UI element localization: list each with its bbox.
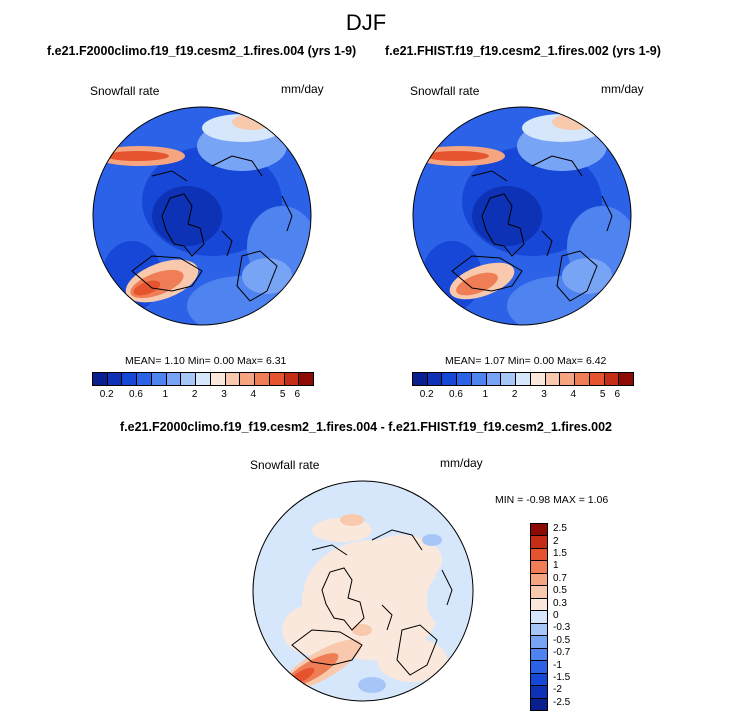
panel1-subtitle: f.e21.F2000climo.f19_f19.cesm2_1.fires.0… (47, 44, 357, 58)
colorbar-tick-label: 5 (599, 389, 606, 400)
panel2-stats: MEAN= 1.07 Min= 0.00 Max= 6.42 (445, 355, 607, 367)
colorbar-tick-label: 5 (279, 389, 286, 400)
colorbar-tick-label: 0.6 (449, 389, 463, 400)
colorbar-swatch (93, 373, 108, 385)
colorbar-tick-label: 0 (553, 610, 559, 621)
colorbar-tick-label: 2 (553, 535, 559, 547)
colorbar-swatch (531, 561, 547, 574)
colorbar-swatch (531, 648, 547, 662)
panel2-subtitle: f.e21.FHIST.f19_f19.cesm2_1.fires.002 (y… (385, 44, 661, 58)
colorbar-tick-label: 1 (162, 389, 169, 400)
colorbar-swatch (545, 373, 561, 385)
colorbar-swatch (604, 373, 620, 385)
colorbar-swatch (531, 586, 547, 599)
colorbar-swatch (619, 373, 634, 385)
colorbar-tick-label: -1.5 (553, 672, 571, 683)
panel2-variable-label: Snowfall rate (410, 84, 480, 98)
colorbar-swatch (107, 373, 123, 385)
colorbar-swatch (457, 373, 472, 385)
figure-title: DJF (345, 10, 387, 35)
colorbar-tick-label: 6 (614, 389, 621, 400)
colorbar-tick-label: 1.5 (553, 548, 567, 559)
colorbar-swatch (486, 373, 502, 385)
colorbar-swatch (501, 373, 517, 385)
colorbar-swatch (531, 686, 547, 699)
colorbar-tick-label: 1 (553, 560, 559, 572)
colorbar-swatch (284, 373, 300, 385)
colorbar-swatch (531, 536, 547, 549)
colorbar-swatch (196, 373, 211, 385)
panel3-units-label: mm/day (440, 456, 483, 470)
colorbar-swatch (531, 661, 547, 674)
panel1-units-label: mm/day (281, 82, 324, 96)
colorbar-swatch (181, 373, 197, 385)
panel1-stats: MEAN= 1.10 Min= 0.00 Max= 6.31 (125, 355, 287, 367)
colorbar-tick-label: 4 (250, 389, 257, 400)
panel3-stats: MIN = -0.98 MAX = 1.06 (495, 494, 609, 506)
colorbar-tick-label: -0.5 (553, 634, 571, 646)
colorbar-swatch (531, 611, 547, 624)
colorbar-swatch (413, 373, 428, 385)
colorbar-tick-label: 0.5 (553, 585, 567, 597)
colorbar-tick-label: 0.2 (99, 389, 114, 400)
colorbar-tick-label: 2 (511, 389, 518, 400)
colorbar-swatch (122, 373, 138, 385)
colorbar-tick-label: 0.3 (553, 597, 567, 609)
colorbar-tick-label: 2.5 (553, 523, 567, 535)
colorbar-swatch (531, 698, 547, 711)
colorbar-swatch (427, 373, 443, 385)
colorbar-swatch (151, 373, 167, 385)
colorbar-tick-label: 4 (570, 389, 577, 400)
panel3-polar-map (252, 480, 474, 702)
colorbar-swatch (269, 373, 285, 385)
colorbar-tick-label: 2 (191, 389, 198, 400)
colorbar-swatch (589, 373, 605, 385)
colorbar-swatch (531, 636, 547, 649)
panel2-units-label: mm/day (601, 82, 644, 96)
colorbar-swatch (299, 373, 314, 385)
colorbar-tick-label: -2 (553, 684, 562, 696)
colorbar-tick-label: 3 (221, 389, 227, 400)
colorbar-swatch (255, 373, 270, 385)
colorbar-tick-label: 0.7 (553, 572, 567, 584)
colorbar-swatch (531, 548, 547, 562)
colorbar-swatch (575, 373, 590, 385)
colorbar-tick-label: 3 (541, 389, 547, 400)
colorbar-swatch (210, 373, 226, 385)
panel3-variable-label: Snowfall rate (250, 458, 320, 472)
colorbar-swatch (166, 373, 182, 385)
panel3-subtitle: f.e21.F2000climo.f19_f19.cesm2_1.fires.0… (120, 420, 612, 434)
panel3-colorbar (530, 523, 548, 711)
colorbar-swatch (531, 524, 547, 537)
colorbar-tick-label: 0.6 (129, 389, 143, 400)
colorbar-swatch (531, 573, 547, 587)
colorbar-swatch (531, 623, 547, 637)
colorbar-swatch (240, 373, 256, 385)
colorbar-swatch (530, 373, 546, 385)
panel1-variable-label: Snowfall rate (90, 84, 160, 98)
panel2-colorbar (412, 372, 634, 386)
panel1-polar-map (92, 106, 312, 326)
colorbar-swatch (225, 373, 241, 385)
colorbar-tick-label: -2.5 (553, 696, 571, 708)
colorbar-tick-label: -0.7 (553, 647, 571, 659)
colorbar-tick-label: 1 (482, 389, 489, 400)
colorbar-tick-label: 0.2 (419, 389, 434, 400)
colorbar-swatch (531, 598, 547, 612)
colorbar-swatch (471, 373, 487, 385)
colorbar-tick-label: -1 (553, 659, 562, 671)
colorbar-swatch (516, 373, 531, 385)
colorbar-swatch (560, 373, 576, 385)
panel2-polar-map (412, 106, 632, 326)
panel1-colorbar (92, 372, 314, 386)
colorbar-swatch (442, 373, 458, 385)
colorbar-swatch (531, 673, 547, 687)
colorbar-tick-label: -0.3 (553, 622, 571, 634)
colorbar-swatch (137, 373, 152, 385)
colorbar-tick-label: 6 (294, 389, 301, 400)
